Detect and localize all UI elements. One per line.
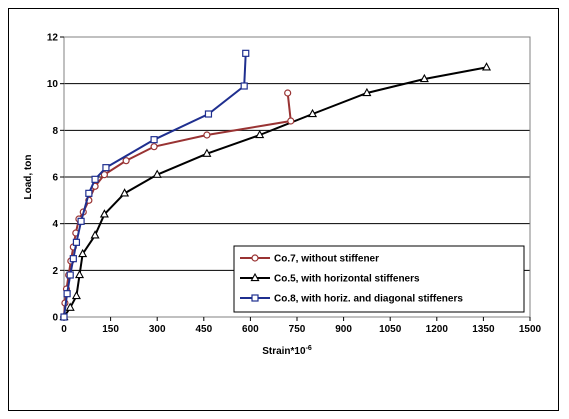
x-tick-label: 300	[149, 324, 166, 335]
data-point	[202, 148, 212, 157]
x-tick-label: 1050	[379, 324, 402, 335]
data-point	[75, 269, 85, 279]
data-point	[100, 171, 108, 179]
legend-box	[233, 245, 525, 313]
series-3	[60, 49, 250, 321]
y-tick-label: 6	[52, 173, 58, 184]
data-point	[287, 117, 295, 125]
data-point	[481, 62, 492, 71]
data-point	[63, 290, 71, 298]
legend-item: Co.7, without stiffener	[240, 254, 379, 265]
data-point	[122, 157, 130, 165]
y-tick-label: 10	[47, 79, 59, 90]
x-tick-label: 1350	[472, 324, 495, 335]
data-point	[91, 175, 99, 183]
x-axis-label-base: Strain*10	[262, 346, 306, 357]
legend-label: Co.5, with horizontal stiffeners	[274, 274, 420, 285]
x-tick-label: 1200	[426, 324, 449, 335]
chart-frame: 0 2 4 6 8 10 12 0 150 300 450 600 750 900 1050 1200 135…	[8, 8, 559, 411]
x-tick-label: 450	[195, 324, 212, 335]
data-point	[90, 230, 100, 239]
data-point	[150, 143, 158, 151]
y-tick-label: 4	[52, 219, 58, 230]
x-axis-ticks: 0 150 300 450 600 750 900 1050 1200 1350 1500	[61, 317, 542, 335]
series-group	[59, 49, 492, 321]
x-tick-label: 900	[335, 324, 352, 335]
data-point	[65, 302, 75, 311]
data-point	[150, 136, 158, 144]
data-point	[120, 188, 130, 197]
x-tick-label: 150	[102, 324, 119, 335]
data-point	[69, 255, 77, 263]
data-point	[308, 108, 318, 118]
x-tick-label: 0	[61, 324, 67, 335]
data-point	[203, 131, 211, 139]
data-point	[71, 290, 81, 300]
data-point	[255, 129, 265, 139]
x-tick-label: 1500	[519, 324, 542, 335]
x-axis-label-superscript: -6	[306, 345, 312, 352]
data-point	[284, 89, 292, 97]
data-point	[99, 209, 109, 218]
y-tick-label: 12	[47, 33, 59, 44]
y-tick-label: 8	[52, 126, 58, 137]
data-point	[72, 238, 81, 246]
y-tick-label: 2	[52, 266, 58, 277]
data-point	[242, 49, 250, 57]
legend-label: Co.7, without stiffener	[274, 254, 379, 265]
data-point	[85, 189, 93, 197]
legend-item: Co.8, with horiz. and diagonal stiffener…	[240, 294, 463, 305]
x-tick-label: 600	[242, 324, 259, 335]
data-point	[204, 110, 213, 118]
y-axis-ticks: 0 2 4 6 8 10 12	[47, 33, 64, 324]
legend-marker	[251, 254, 259, 262]
data-point	[240, 82, 248, 90]
y-tick-label: 0	[52, 313, 58, 324]
data-point	[77, 217, 85, 225]
data-point	[152, 169, 162, 178]
data-point	[66, 271, 74, 279]
legend-marker	[251, 294, 259, 302]
series-line	[63, 53, 247, 318]
data-point	[78, 248, 88, 258]
data-point	[362, 87, 372, 97]
line-chart: 0 2 4 6 8 10 12 0 150 300 450 600 750 900 1050 1200 135…	[23, 33, 542, 358]
legend-item: Co.5, with horizontal stiffeners	[240, 272, 420, 285]
x-axis-label: Strain*10-6	[262, 345, 312, 357]
x-tick-label: 750	[289, 324, 306, 335]
data-point	[419, 73, 429, 83]
legend: Co.7, without stiffener Co.5, with horizo…	[233, 245, 525, 313]
legend-label: Co.8, with horiz. and diagonal stiffener…	[274, 294, 463, 305]
data-point	[60, 313, 68, 321]
legend-marker	[250, 272, 260, 282]
y-axis-label: Load, ton	[23, 155, 34, 200]
data-point	[102, 164, 110, 172]
